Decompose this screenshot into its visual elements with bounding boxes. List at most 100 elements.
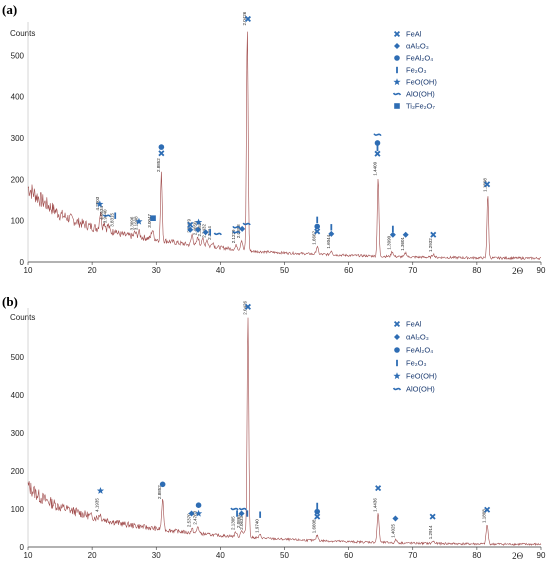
legend-label: FeAl₂O₄ bbox=[406, 54, 433, 63]
legend-label: FeAl bbox=[406, 30, 422, 39]
legend-label: Ti₂Fe₂O₇ bbox=[406, 102, 435, 111]
peak-marker-diamond-icon bbox=[238, 510, 245, 517]
d-spacing-label: 4.0534 bbox=[99, 205, 104, 219]
legend-star-icon bbox=[393, 372, 401, 380]
x-tick-label: 90 bbox=[537, 266, 546, 275]
peak-marker-bar-icon bbox=[114, 212, 117, 219]
peak-marker-bar-icon bbox=[376, 144, 379, 152]
peak-marker-diamond-icon bbox=[328, 230, 335, 237]
peak-marker-dash-icon bbox=[102, 214, 112, 218]
d-spacing-label: 2.4763 bbox=[192, 510, 197, 524]
peak-marker-bar-icon bbox=[209, 229, 212, 236]
peak-marker-circle-icon bbox=[314, 223, 321, 230]
d-spacing-label: 4.1935 bbox=[94, 498, 99, 512]
legend-dash-icon bbox=[392, 387, 402, 391]
legend-label: FeAl bbox=[406, 320, 422, 329]
peak-marker-star-icon bbox=[194, 509, 203, 517]
peak-marker-diamond-icon bbox=[202, 229, 209, 236]
peak-marker-bar-icon bbox=[391, 225, 394, 233]
y-tick-label: 200 bbox=[11, 175, 25, 184]
x-tick-label: 70 bbox=[408, 266, 417, 275]
d-spacing-label: 1.3990 bbox=[387, 235, 392, 249]
x-tick-label: 40 bbox=[216, 551, 225, 560]
peak-marker-dash-icon bbox=[232, 230, 241, 234]
peak-marker-diamond-icon bbox=[239, 225, 246, 232]
x-tick-label: 20 bbox=[88, 551, 97, 560]
y-tick-label: 200 bbox=[11, 467, 25, 476]
d-spacing-label: 1.3601 bbox=[400, 236, 405, 250]
d-spacing-label: 2.0426 bbox=[242, 11, 247, 25]
x-axis-unit: 2Θ bbox=[512, 551, 524, 561]
peak-marker-star-icon bbox=[96, 200, 104, 208]
peak-marker-diamond-icon bbox=[402, 231, 409, 238]
peak-marker-dash-icon bbox=[238, 507, 247, 511]
x-tick-label: 10 bbox=[24, 551, 33, 560]
d-spacing-label: 1.6044 bbox=[326, 234, 331, 248]
x-tick-label: 50 bbox=[280, 266, 289, 275]
legend-label: αAl₂O₃ bbox=[406, 42, 429, 51]
legend-x-icon bbox=[393, 320, 401, 328]
y-tick-label: 300 bbox=[11, 134, 25, 143]
y-axis-label: Counts bbox=[10, 29, 35, 38]
legend-diamond-icon bbox=[394, 43, 400, 49]
legend-label: AlO(OH) bbox=[406, 385, 435, 394]
x-tick-label: 90 bbox=[537, 551, 546, 560]
peak-marker-diamond-icon bbox=[187, 226, 194, 233]
peak-marker-star-icon bbox=[135, 217, 143, 225]
x-tick-label: 10 bbox=[24, 266, 33, 275]
peak-marker-diamond-icon bbox=[392, 515, 399, 522]
d-spacing-label: 2.8852 bbox=[156, 158, 161, 172]
diffraction-trace bbox=[27, 31, 542, 261]
peak-marker-circle-icon bbox=[159, 481, 166, 488]
y-tick-label: 500 bbox=[11, 51, 25, 60]
d-spacing-label: 2.4650 bbox=[192, 221, 197, 235]
peak-marker-x-icon bbox=[314, 513, 321, 520]
legend-label: Fe₂O₃ bbox=[406, 359, 427, 368]
diffraction-trace bbox=[27, 317, 542, 547]
x-tick-label: 40 bbox=[216, 266, 225, 275]
legend-dash-icon bbox=[392, 92, 402, 96]
x-tick-label: 30 bbox=[152, 266, 161, 275]
d-spacing-label: 2.8852 bbox=[157, 485, 162, 499]
peak-marker-x-icon bbox=[244, 15, 251, 22]
peak-marker-x-icon bbox=[375, 485, 382, 492]
legend-label: αAl₂O₃ bbox=[406, 333, 429, 342]
d-spacing-label: 3.3096 bbox=[130, 216, 135, 230]
peak-marker-dash-icon bbox=[213, 232, 222, 236]
y-tick-label: 300 bbox=[11, 429, 25, 438]
legend-bar-icon bbox=[396, 66, 398, 74]
d-spacing-label: 1.4436 bbox=[373, 498, 378, 512]
d-spacing-label: 1.2932 bbox=[428, 238, 433, 252]
legend-circle-icon bbox=[394, 55, 400, 61]
d-spacing-label: 1.9740 bbox=[255, 519, 260, 533]
d-spacing-label: 1.6662 bbox=[312, 230, 317, 244]
d-spacing-label: 2.0898 bbox=[236, 224, 241, 238]
d-spacing-label: 1.1808 bbox=[482, 178, 487, 192]
peak-marker-star-icon bbox=[194, 218, 203, 226]
peak-marker-x-icon bbox=[429, 513, 436, 520]
peak-marker-x-icon bbox=[430, 231, 437, 238]
x-tick-label: 80 bbox=[472, 551, 481, 560]
d-spacing-label: 3.1998 bbox=[133, 216, 138, 230]
peak-marker-bar-icon bbox=[246, 510, 249, 517]
peak-marker-x-icon bbox=[244, 303, 251, 310]
x-axis-unit: 2Θ bbox=[512, 266, 524, 276]
peak-marker-diamond-icon bbox=[188, 510, 195, 517]
peak-marker-x-icon bbox=[374, 150, 381, 157]
peak-marker-circle-icon bbox=[158, 144, 165, 150]
y-tick-label: 400 bbox=[11, 391, 25, 400]
y-axis-label: Counts bbox=[10, 313, 35, 322]
chart-panel-a: (a) Counts 0 100 200 300 400 500 10 20 30 40 50 60 70 8… bbox=[2, 2, 546, 276]
legend-label: FeO(OH) bbox=[406, 372, 437, 381]
d-spacing-label: 1.6608 bbox=[312, 519, 317, 533]
panel-label: (a) bbox=[2, 2, 17, 17]
legend-x-icon bbox=[393, 30, 401, 38]
legend-diamond-icon bbox=[394, 334, 400, 340]
legend: FeAl αAl₂O₃ FeAl₂O₄ Fe₂O₃ FeO(OH) AlO(OH) bbox=[392, 320, 437, 394]
legend-label: FeO(OH) bbox=[406, 78, 437, 87]
peak-marker-dash-icon bbox=[232, 225, 241, 229]
panel-label: (b) bbox=[2, 294, 18, 309]
y-tick-label: 500 bbox=[11, 353, 25, 362]
legend-circle-icon bbox=[394, 347, 400, 353]
x-tick-label: 20 bbox=[88, 266, 97, 275]
